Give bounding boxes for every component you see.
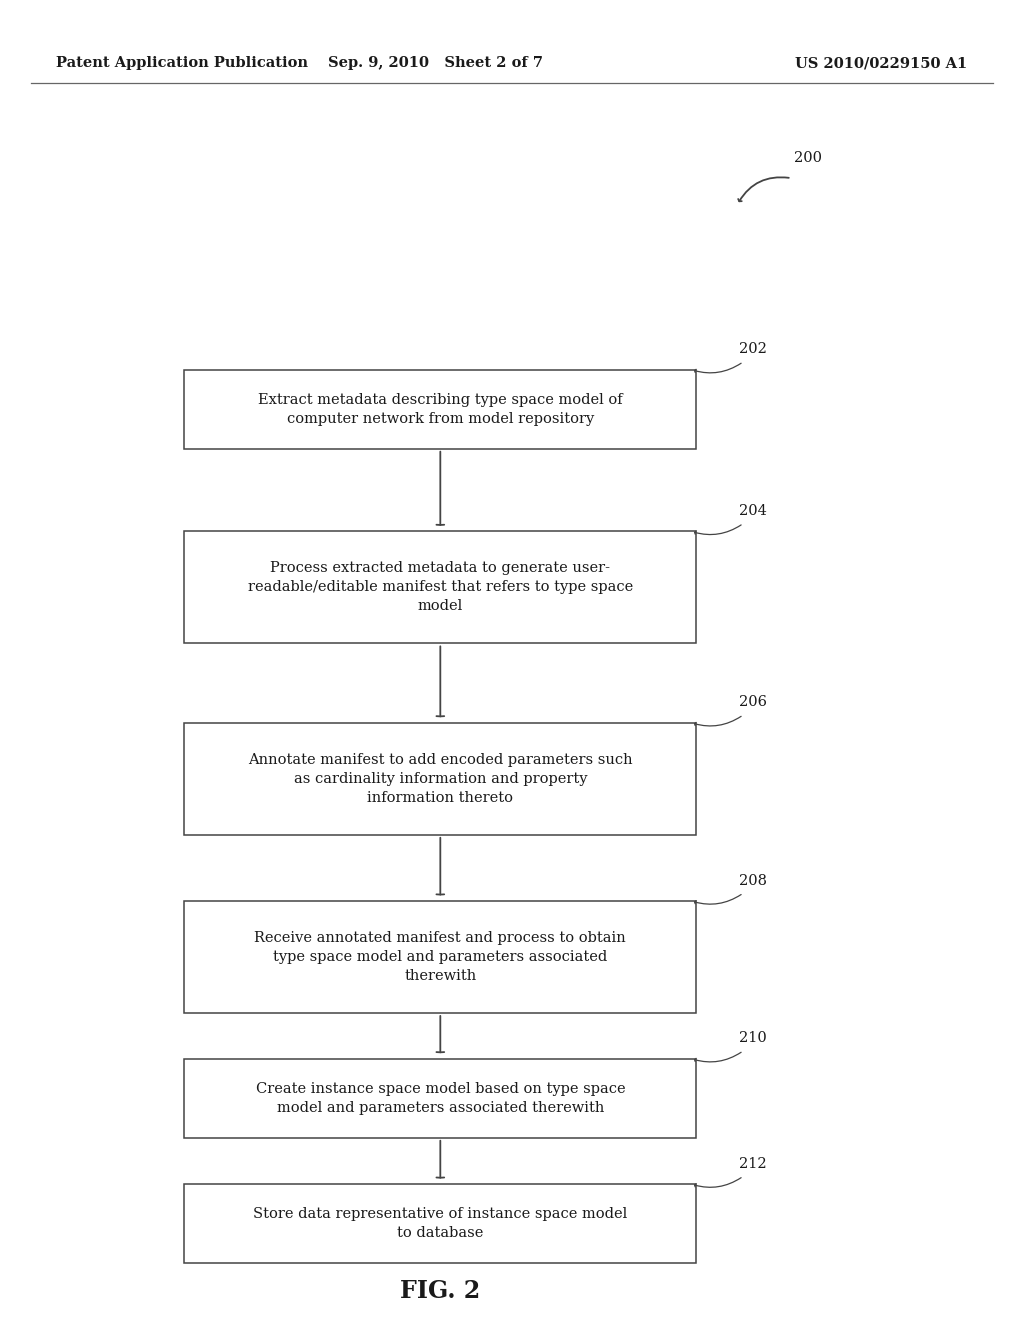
Text: FIG. 2: FIG. 2 [400,1279,480,1303]
Text: 200: 200 [794,152,821,165]
Bar [184,1184,696,1263]
Text: 204: 204 [739,504,767,517]
Text: Store data representative of instance space model
to database: Store data representative of instance sp… [253,1208,628,1239]
Bar [184,723,696,836]
Bar [184,531,696,643]
Text: Annotate manifest to add encoded parameters such
as cardinality information and : Annotate manifest to add encoded paramet… [248,752,633,805]
Text: 210: 210 [739,1031,767,1045]
Bar [184,1059,696,1138]
Text: 202: 202 [739,342,767,356]
Text: Receive annotated manifest and process to obtain
type space model and parameters: Receive annotated manifest and process t… [254,931,627,983]
Bar [184,370,696,449]
Text: Process extracted metadata to generate user-
readable/editable manifest that ref: Process extracted metadata to generate u… [248,561,633,614]
Text: 208: 208 [739,874,767,887]
Text: Patent Application Publication: Patent Application Publication [56,57,308,70]
Text: Sep. 9, 2010   Sheet 2 of 7: Sep. 9, 2010 Sheet 2 of 7 [328,57,543,70]
Text: 212: 212 [739,1156,767,1171]
Bar [184,900,696,1014]
Text: Create instance space model based on type space
model and parameters associated : Create instance space model based on typ… [256,1082,625,1114]
Text: 206: 206 [739,696,767,710]
Text: Extract metadata describing type space model of
computer network from model repo: Extract metadata describing type space m… [258,393,623,425]
Text: US 2010/0229150 A1: US 2010/0229150 A1 [796,57,968,70]
